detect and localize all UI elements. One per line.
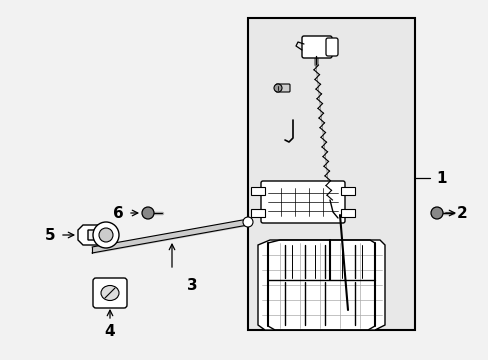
Text: 1: 1 [436, 171, 447, 185]
Circle shape [99, 228, 113, 242]
FancyBboxPatch shape [261, 181, 345, 223]
Bar [247, 18, 414, 330]
Bar [250, 209, 264, 217]
Ellipse shape [101, 285, 119, 301]
Bar [340, 209, 354, 217]
Bar [340, 187, 354, 195]
Bar [250, 187, 264, 195]
Polygon shape [78, 225, 100, 245]
Text: 3: 3 [186, 278, 197, 292]
Text: 6: 6 [112, 206, 123, 220]
Circle shape [93, 222, 119, 248]
Text: 4: 4 [104, 324, 115, 338]
Circle shape [273, 84, 282, 92]
FancyBboxPatch shape [325, 38, 337, 56]
FancyBboxPatch shape [275, 84, 289, 92]
FancyBboxPatch shape [93, 278, 127, 308]
FancyBboxPatch shape [302, 36, 331, 58]
Circle shape [430, 207, 442, 219]
Text: 2: 2 [456, 206, 467, 220]
Text: 5: 5 [44, 228, 55, 243]
Polygon shape [258, 240, 384, 330]
Circle shape [243, 217, 252, 227]
Circle shape [142, 207, 154, 219]
